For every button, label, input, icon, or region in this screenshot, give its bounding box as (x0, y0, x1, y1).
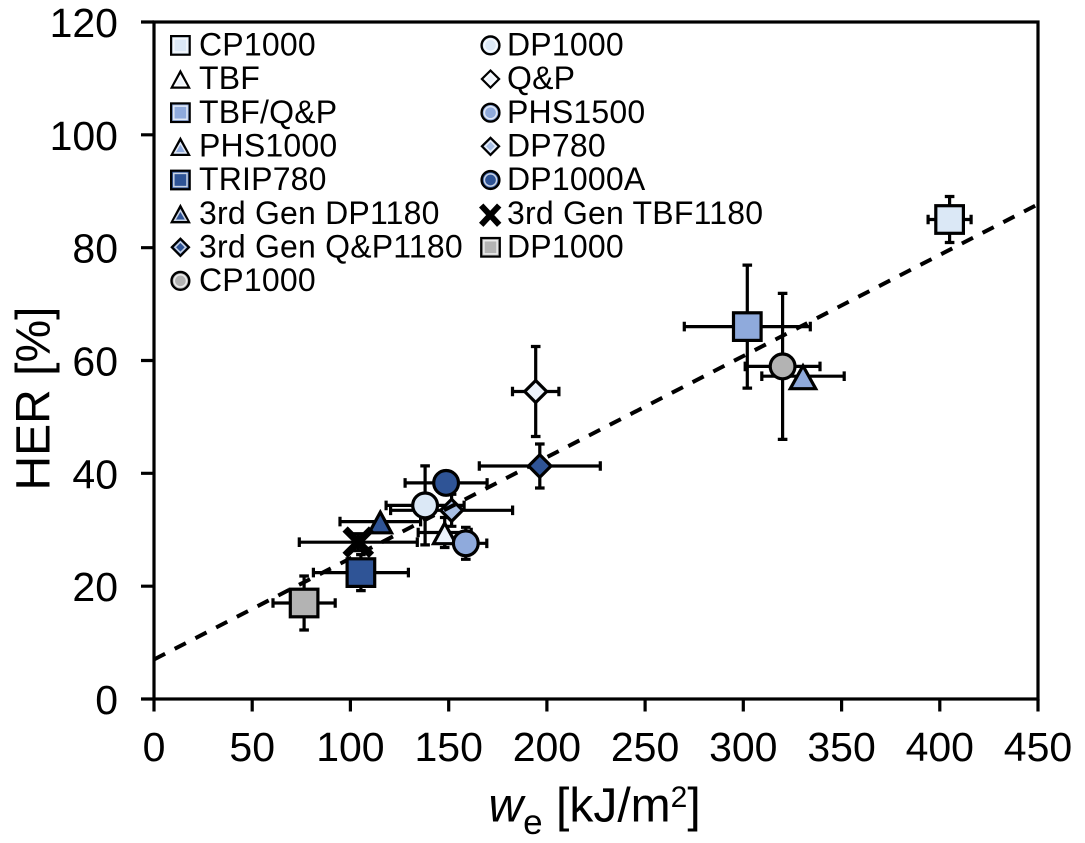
svg-text:TRIP780: TRIP780 (199, 161, 327, 197)
svg-text:450: 450 (1004, 724, 1072, 770)
svg-text:CP1000: CP1000 (199, 27, 316, 63)
svg-text:DP780: DP780 (507, 128, 606, 164)
svg-text:DP1000A: DP1000A (507, 161, 646, 197)
svg-text:150: 150 (414, 724, 482, 770)
svg-text:3rd Gen DP1180: 3rd Gen DP1180 (199, 195, 440, 231)
svg-text:200: 200 (513, 724, 581, 770)
svg-text:0: 0 (143, 724, 166, 770)
svg-text:250: 250 (611, 724, 679, 770)
svg-text:400: 400 (906, 724, 974, 770)
svg-text:0: 0 (95, 677, 118, 723)
svg-text:80: 80 (72, 226, 118, 272)
svg-text:3rd Gen Q&P1180: 3rd Gen Q&P1180 (199, 229, 463, 265)
svg-text:DP1000: DP1000 (507, 229, 624, 265)
svg-text:50: 50 (229, 724, 275, 770)
svg-text:PHS1000: PHS1000 (199, 128, 337, 164)
svg-text:DP1000: DP1000 (507, 27, 624, 63)
svg-text:Q&P: Q&P (507, 60, 575, 96)
svg-text:we [kJ/m2]: we [kJ/m2] (489, 780, 701, 839)
svg-text:350: 350 (807, 724, 875, 770)
svg-text:TBF: TBF (199, 60, 260, 96)
svg-text:3rd Gen TBF1180: 3rd Gen TBF1180 (507, 195, 763, 231)
svg-text:120: 120 (50, 0, 118, 46)
svg-text:100: 100 (316, 724, 384, 770)
svg-text:300: 300 (709, 724, 777, 770)
svg-text:100: 100 (50, 113, 118, 159)
svg-text:40: 40 (72, 451, 118, 497)
svg-text:TBF/Q&P: TBF/Q&P (199, 94, 337, 130)
svg-text:HER [%]: HER [%] (8, 306, 61, 490)
svg-text:PHS1500: PHS1500 (507, 94, 645, 130)
svg-text:CP1000: CP1000 (199, 262, 316, 298)
svg-text:20: 20 (72, 564, 118, 610)
svg-text:60: 60 (72, 339, 118, 385)
